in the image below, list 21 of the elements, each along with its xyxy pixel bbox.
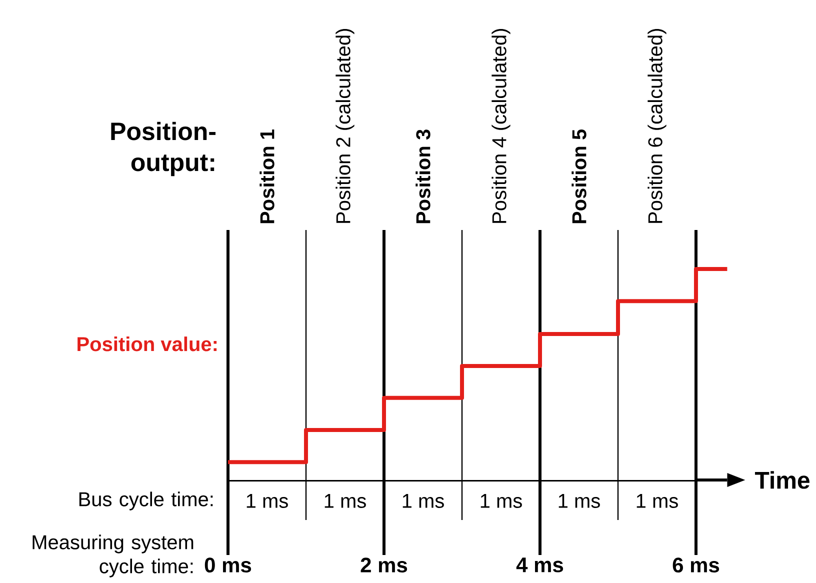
text: 1 ms xyxy=(480,494,522,508)
text: 1 ms xyxy=(636,494,678,508)
band-label: Position 3 xyxy=(416,130,430,224)
y-axis-title: Position value: xyxy=(78,336,217,352)
chart-title: Position-output: xyxy=(111,122,216,176)
text: 1 ms xyxy=(324,494,366,508)
x-tick-label: 0 ms xyxy=(204,558,252,573)
text: 1 ms xyxy=(246,494,288,508)
x-axis-title: Time xyxy=(754,471,810,489)
band-label: Position 1 xyxy=(260,129,274,224)
text: Measuring system cycle time: xyxy=(32,534,194,578)
x-tick-label: 2 ms xyxy=(360,558,408,573)
band-label: Position 6 (calculated) xyxy=(648,28,666,223)
text: 1 ms xyxy=(558,494,600,508)
band-label: Position 4 (calculated) xyxy=(492,28,510,223)
x-tick-label: 4 ms xyxy=(516,558,564,572)
band-label: Position 5 xyxy=(572,129,586,224)
x-tick-label: 6 ms xyxy=(672,558,720,573)
text: 1 ms xyxy=(402,494,444,508)
band-label: Position 2 (calculated) xyxy=(336,28,354,223)
text: Bus cycle time: xyxy=(79,492,213,510)
